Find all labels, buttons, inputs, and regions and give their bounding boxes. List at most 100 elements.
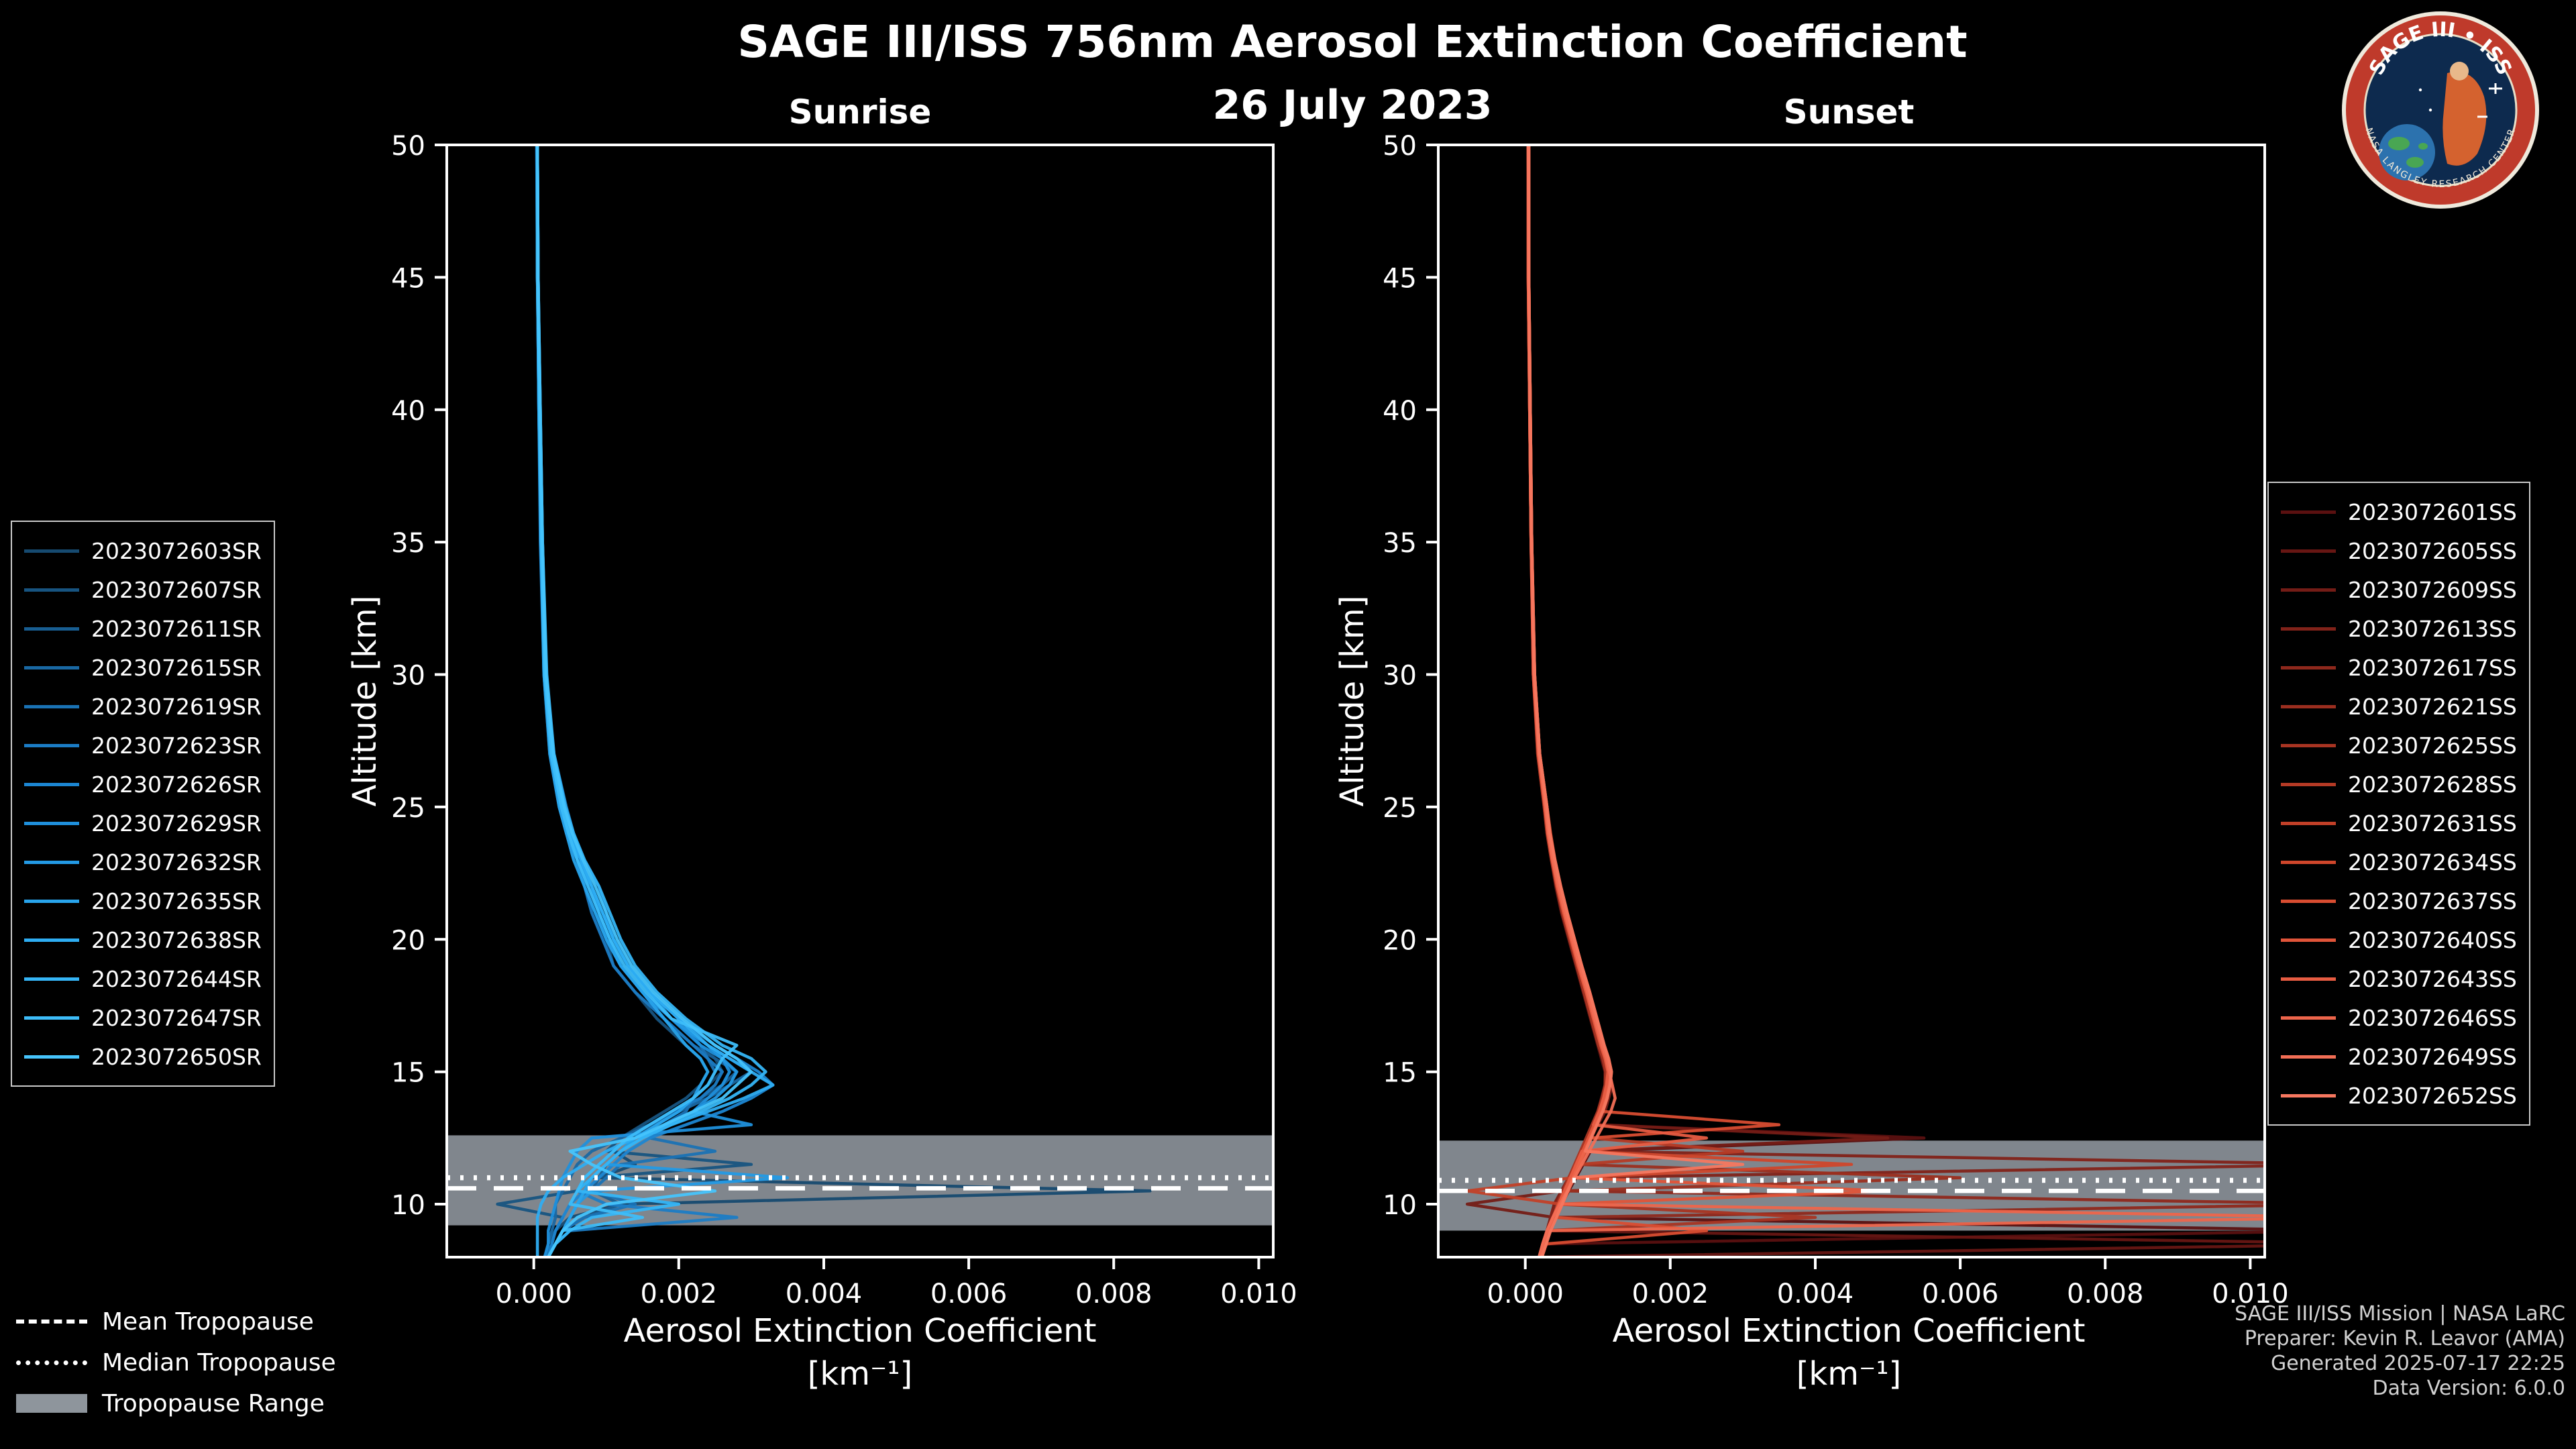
x-tick-label: 0.002: [1632, 1279, 1709, 1309]
legend-item-sunset: 2023072613SS: [2281, 609, 2517, 648]
legend-label: 2023072615SR: [91, 654, 262, 681]
legend-item-sunrise: 2023072629SR: [24, 804, 262, 843]
legend-item-sunset: 2023072609SS: [2281, 570, 2517, 609]
legend-line-swatch: [24, 588, 79, 592]
legend-line-swatch: [2281, 510, 2336, 514]
legend-label: 2023072605SS: [2348, 537, 2517, 564]
legend-item-sunset: 2023072646SS: [2281, 998, 2517, 1037]
legend-label: 2023072628SS: [2348, 771, 2517, 798]
legend-line-swatch: [2281, 821, 2336, 825]
x-axis-label-sunset: Aerosol Extinction Coefficient [km⁻¹]: [1613, 1309, 2086, 1395]
legend-item-sunset: 2023072601SS: [2281, 492, 2517, 531]
legend-line-swatch: [24, 1016, 79, 1020]
mean-tropopause-label: Mean Tropopause: [102, 1307, 314, 1336]
tropopause-legend: Mean Tropopause Median Tropopause Tropop…: [16, 1307, 336, 1430]
legend-line-swatch: [2281, 743, 2336, 747]
legend-label: 2023072617SS: [2348, 654, 2517, 681]
legend-label: 2023072609SS: [2348, 576, 2517, 603]
figure-icon: [2443, 72, 2487, 166]
legend-line-swatch: [2281, 1055, 2336, 1059]
x-tick-label: 0.006: [930, 1279, 1008, 1309]
legend-item-sunrise: 2023072603SR: [24, 531, 262, 570]
y-tick-label: 30: [1383, 661, 1417, 692]
legend-label: 2023072607SR: [91, 576, 262, 603]
legend-item-sunrise: 2023072607SR: [24, 570, 262, 609]
legend-label: 2023072626SR: [91, 771, 262, 798]
legend-item-sunset: 2023072643SS: [2281, 959, 2517, 998]
legend-item-sunrise: 2023072647SR: [24, 998, 262, 1037]
legend-label: 2023072640SS: [2348, 926, 2517, 953]
median-tropopause-swatch: [16, 1360, 87, 1365]
footer-version-line: Data Version: 6.0.0: [2372, 1377, 2565, 1400]
legend-line-swatch: [24, 938, 79, 942]
y-tick-label: 45: [1383, 263, 1417, 294]
legend-label: 2023072632SR: [91, 849, 262, 875]
legend-line-swatch: [24, 743, 79, 747]
legend-item-sunrise: 2023072611SR: [24, 609, 262, 648]
y-tick-label: 15: [391, 1058, 425, 1089]
y-tick-label: 35: [391, 528, 425, 559]
x-tick-label: 0.010: [1220, 1279, 1297, 1309]
y-tick-label: 30: [391, 661, 425, 692]
y-tick-label: 35: [1383, 528, 1417, 559]
legend-line-swatch: [24, 549, 79, 553]
legend-label: 2023072601SS: [2348, 498, 2517, 525]
legend-line-swatch: [24, 899, 79, 903]
legend-label: 2023072635SR: [91, 888, 262, 914]
profile-2023072652SS: [1527, 145, 1745, 1257]
x-tick-label: 0.000: [1487, 1279, 1564, 1309]
plot-background: [1438, 145, 2265, 1257]
median-tropopause-label: Median Tropopause: [102, 1348, 336, 1377]
x-tick-label: 0.004: [1777, 1279, 1854, 1309]
legend-item-sunrise: 2023072635SR: [24, 881, 262, 920]
footer-generated-line: Generated 2025-07-17 22:25: [2270, 1352, 2565, 1375]
legend-label: 2023072611SR: [91, 615, 262, 642]
legend-item-sunrise: 2023072626SR: [24, 765, 262, 804]
panel-title-sunrise: Sunrise: [788, 93, 932, 131]
y-tick-label: 20: [391, 925, 425, 956]
earth-land: [2388, 137, 2428, 168]
profile-2023072647SR: [535, 145, 739, 1257]
legend-line-swatch: [24, 860, 79, 864]
legend-label: 2023072619SR: [91, 693, 262, 720]
legend-line-swatch: [24, 627, 79, 631]
footer-credits: SAGE III/ISS Mission | NASA LaRC Prepare…: [2235, 1301, 2565, 1401]
legend-label: 2023072644SR: [91, 965, 262, 992]
legend-item-sunset: 2023072649SS: [2281, 1037, 2517, 1076]
legend-label: 2023072649SS: [2348, 1043, 2517, 1070]
legend-label: 2023072623SR: [91, 732, 262, 759]
legend-line-swatch: [2281, 899, 2336, 903]
legend-line-swatch: [2281, 704, 2336, 708]
legend-item-sunset: 2023072628SS: [2281, 765, 2517, 804]
plot-border: [445, 144, 1275, 1258]
legend-item-sunset: 2023072640SS: [2281, 920, 2517, 959]
x-tick-label: 0.008: [2067, 1279, 2144, 1309]
legend-label: 2023072652SS: [2348, 1082, 2517, 1109]
x-axis-label-sunrise: Aerosol Extinction Coefficient [km⁻¹]: [624, 1309, 1097, 1395]
sunrise-plot: 10 15 20 25 30 35 40 45 50 0.000 0.002 0.004 0.006 0.…: [391, 134, 1297, 1309]
x-tick-label: 0.000: [495, 1279, 572, 1309]
legend-label: 2023072631SS: [2348, 810, 2517, 837]
figure-head: [2450, 62, 2469, 80]
legend-line-swatch: [24, 782, 79, 786]
satellite-icon: [2477, 83, 2502, 118]
legend-line-swatch: [2281, 977, 2336, 981]
sage-iss-logo: SAGE III • ISS NASA LANGLEY RESEARCH CEN…: [2342, 11, 2539, 209]
y-tick-label: 40: [391, 396, 425, 427]
legend-item-sunset: 2023072631SS: [2281, 804, 2517, 843]
x-axis-label-text: Aerosol Extinction Coefficient: [1612, 1312, 2086, 1350]
profile-2023072635SR: [535, 145, 710, 1257]
x-axis-label-text: Aerosol Extinction Coefficient: [623, 1312, 1097, 1350]
legend-line-swatch: [2281, 627, 2336, 631]
legend-line-swatch: [2281, 588, 2336, 592]
legend-label: 2023072650SR: [91, 1043, 262, 1070]
legend-item-sunrise: 2023072644SR: [24, 959, 262, 998]
legend-item-sunrise: 2023072632SR: [24, 843, 262, 881]
tropopause-legend-range: Tropopause Range: [16, 1389, 336, 1418]
legend-line-swatch: [2281, 782, 2336, 786]
legend-line-swatch: [2281, 938, 2336, 942]
legend-label: 2023072643SS: [2348, 965, 2517, 992]
y-tick-label: 50: [391, 134, 425, 162]
y-tick-label: 10: [1383, 1190, 1417, 1221]
